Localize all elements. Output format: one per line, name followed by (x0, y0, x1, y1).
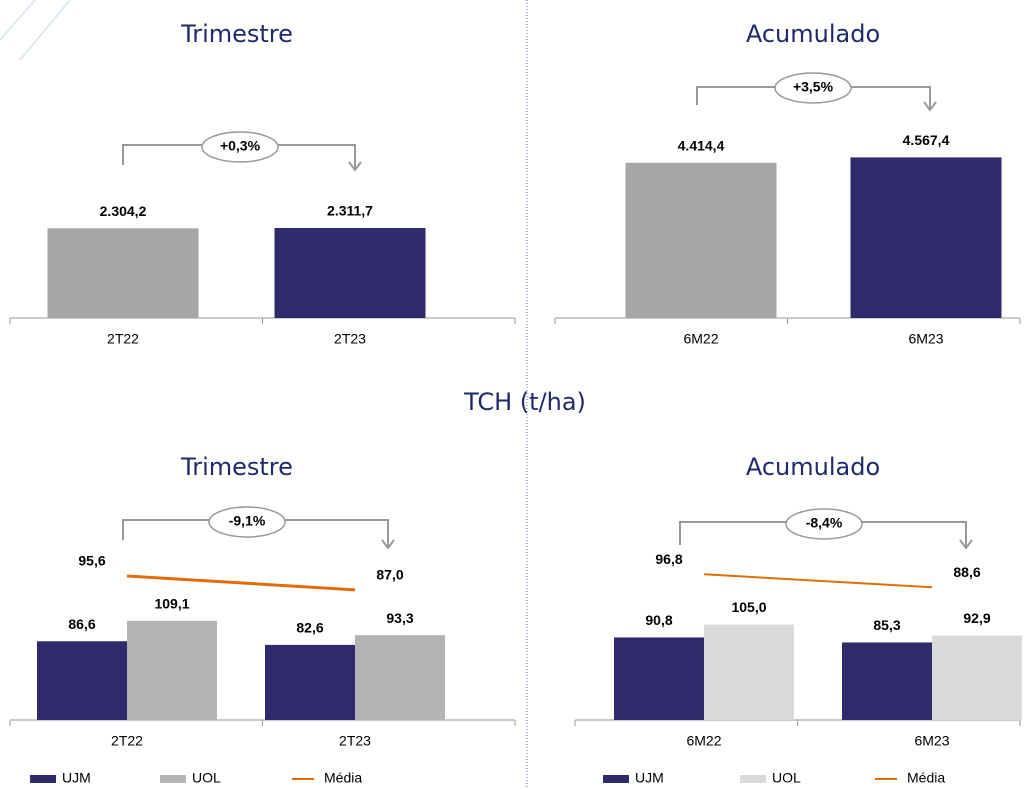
legend-label: Média (907, 770, 945, 786)
value-label: 85,3 (873, 617, 900, 633)
value-label: 88,6 (953, 564, 980, 580)
legend-swatch (603, 775, 629, 783)
value-label: 2.304,2 (100, 203, 147, 219)
change-badge (774, 72, 852, 104)
bar (614, 637, 704, 720)
line (703, 573, 933, 589)
legend-label: UJM (635, 770, 664, 786)
legend-label: UJM (62, 770, 91, 786)
value-label: 82,6 (296, 620, 323, 636)
x-tick-label: 6M23 (908, 331, 943, 347)
bar (47, 228, 199, 318)
x-tick-label: 2T23 (334, 331, 366, 347)
change-label: +0,3% (220, 138, 261, 154)
bar (850, 157, 1002, 318)
chart-title: Trimestre (180, 453, 293, 481)
value-label: 4.567,4 (903, 132, 950, 148)
bar (127, 620, 217, 720)
x-tick-label: 2T23 (339, 733, 371, 749)
legend-swatch (160, 775, 186, 783)
x-tick-label: 6M22 (686, 733, 721, 749)
bar (704, 624, 794, 720)
change-badge (785, 508, 863, 540)
legend-label: UOL (192, 770, 221, 786)
value-label: 96,8 (655, 551, 682, 567)
change-badge (208, 506, 286, 538)
legend-swatch (30, 775, 56, 783)
x-tick-label: 2T22 (111, 733, 143, 749)
bar (932, 635, 1022, 720)
x-tick-label: 2T22 (107, 331, 139, 347)
bar (265, 644, 355, 720)
value-label: 93,3 (386, 610, 413, 626)
value-label: 92,9 (963, 610, 990, 626)
legend-swatch (740, 775, 766, 783)
section-heading: TCH (t/ha) (463, 388, 586, 416)
legend-label: UOL (772, 770, 801, 786)
change-label: -8,4% (806, 515, 843, 531)
chart-title: Acumulado (746, 20, 880, 48)
value-label: 86,6 (68, 616, 95, 632)
decoration (0, 0, 36, 41)
bar (625, 162, 777, 318)
change-label: -9,1% (229, 513, 266, 529)
bar (355, 635, 445, 720)
value-label: 87,0 (376, 567, 403, 583)
bar (37, 641, 127, 720)
bar (842, 642, 932, 720)
chart-title: Acumulado (746, 453, 880, 481)
bar (274, 228, 426, 318)
value-label: 2.311,7 (327, 203, 373, 219)
value-label: 105,0 (731, 599, 766, 615)
x-tick-label: 6M23 (914, 733, 949, 749)
decoration (19, 0, 71, 61)
value-label: 4.414,4 (678, 137, 725, 153)
x-tick-label: 6M22 (683, 331, 718, 347)
legend-label: Média (324, 770, 362, 786)
change-badge (201, 131, 279, 163)
change-label: +3,5% (793, 79, 834, 95)
line (126, 574, 356, 592)
value-label: 90,8 (645, 612, 672, 628)
value-label: 109,1 (154, 596, 189, 612)
chart-title: Trimestre (180, 20, 293, 48)
value-label: 95,6 (78, 553, 105, 569)
